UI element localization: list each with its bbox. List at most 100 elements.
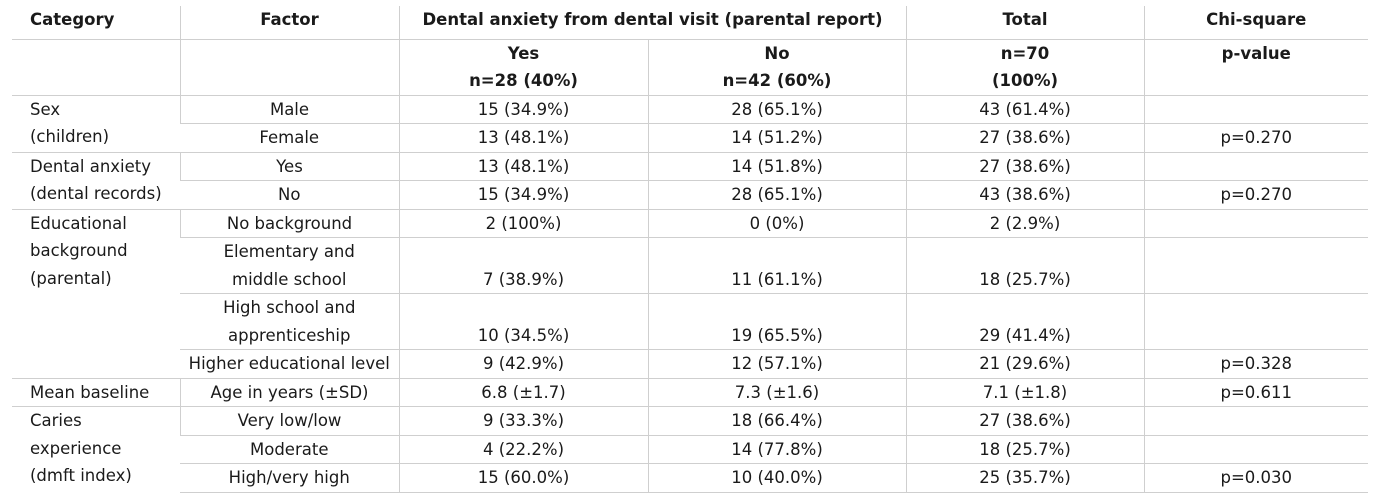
category-dental-anxiety-line2: (dental records): [30, 184, 162, 203]
p-value-cell: [1143, 151, 1368, 181]
p-value-cell: [1143, 208, 1368, 238]
category-caries: Caries experience (dmft index): [12, 406, 180, 492]
factor-cell: High school and apprenticeship: [180, 293, 399, 350]
category-education-line3: (parental): [30, 268, 112, 288]
table-row-sex-female: Female 13 (48.1%) 14 (51.2%) 27 (38.6%) …: [12, 123, 1368, 152]
dental-anxiety-table: Category Factor Dental anxiety from dent…: [12, 6, 1368, 493]
yes-cell: 13 (48.1%): [398, 151, 648, 181]
header-blank-factor: [179, 38, 399, 95]
header-total-percent: (100%): [991, 71, 1059, 90]
p-value-cell: [1143, 434, 1368, 464]
category-baseline: Mean baseline: [12, 377, 180, 407]
yes-cell: 6.8 (±1.7): [398, 377, 648, 407]
no-cell: 18 (66.4%): [647, 406, 906, 435]
p-value-cell: [1143, 406, 1368, 435]
total-cell: 18 (25.7%): [905, 434, 1144, 464]
category-dental-anxiety: Dental anxiety (dental records): [12, 151, 180, 209]
table-row-edu-none: Educational background (parental) No bac…: [12, 208, 1368, 378]
category-sex: Sex (children): [12, 94, 180, 152]
no-cell: 12 (57.1%): [647, 349, 906, 378]
yes-cell: 13 (48.1%): [398, 123, 648, 152]
factor-cell: Yes: [179, 151, 399, 181]
factor-line1: Elementary and: [223, 242, 355, 261]
p-value-cell: [1143, 237, 1368, 294]
category-education: Educational background (parental): [12, 208, 180, 378]
yes-cell: 2 (100%): [398, 208, 648, 238]
p-value-cell: [1143, 94, 1368, 124]
table-row-anxiety-no: No 15 (34.9%) 28 (65.1%) 43 (38.6%) p=0.…: [12, 180, 1368, 209]
total-cell: 27 (38.6%): [905, 406, 1144, 435]
factor-cell: Very low/low: [179, 406, 399, 435]
header-yes-label: Yes: [507, 43, 540, 63]
total-cell: 43 (61.4%): [905, 94, 1144, 124]
header-group: Dental anxiety from dental visit (parent…: [398, 6, 906, 39]
table-row-sex-male: Sex (children) Male 15 (34.9%) 28 (65.1%…: [12, 94, 1368, 152]
factor-line2: middle school: [232, 269, 347, 289]
table-row-edu-high-school: High school and apprenticeship 10 (34.5%…: [12, 293, 1368, 350]
p-value-cell: p=0.270: [1143, 123, 1368, 152]
category-sex-line1: Sex: [30, 99, 61, 119]
total-cell: 27 (38.6%): [905, 151, 1144, 181]
p-value-cell: [1143, 293, 1368, 350]
yes-cell: 15 (60.0%): [398, 463, 648, 493]
factor-cell: Higher educational level: [180, 349, 399, 378]
header-factor: Factor: [179, 6, 399, 39]
p-value-cell: p=0.611: [1143, 377, 1368, 407]
p-value-cell: p=0.270: [1143, 180, 1368, 209]
header-total-count: n=70: [1000, 43, 1050, 63]
table-row-edu-higher: Higher educational level 9 (42.9%) 12 (5…: [12, 349, 1368, 378]
total-cell: 25 (35.7%): [905, 463, 1144, 493]
yes-cell: 15 (34.9%): [398, 180, 648, 209]
total-cell: 21 (29.6%): [905, 349, 1144, 378]
no-cell: 19 (65.5%): [647, 293, 906, 350]
table-row-caries-low: Caries experience (dmft index) Very low/…: [12, 406, 1368, 492]
table-row-anxiety-yes: Dental anxiety (dental records) Yes 13 (…: [12, 151, 1368, 209]
header-p-value: p-value: [1143, 38, 1368, 95]
factor-cell: Male: [179, 94, 399, 124]
header-total: Total: [905, 6, 1144, 39]
table-row-caries-moderate: Moderate 4 (22.2%) 14 (77.8%) 18 (25.7%): [12, 434, 1368, 464]
category-caries-line1: Caries experience: [30, 411, 122, 458]
header-blank-category: [12, 38, 180, 95]
table-row-baseline-age: Mean baseline Age in years (±SD) 6.8 (±1…: [12, 377, 1368, 407]
no-cell: 28 (65.1%): [647, 94, 906, 124]
no-cell: 7.3 (±1.6): [647, 377, 906, 407]
p-value-cell: p=0.328: [1143, 349, 1368, 378]
yes-cell: 7 (38.9%): [398, 237, 648, 294]
yes-cell: 15 (34.9%): [398, 94, 648, 124]
factor-line1: High school and: [223, 298, 356, 317]
total-cell: 2 (2.9%): [905, 208, 1144, 238]
factor-cell: Age in years (±SD): [179, 377, 399, 407]
no-cell: 10 (40.0%): [647, 463, 906, 493]
factor-cell: Moderate: [180, 434, 399, 464]
header-yes: Yes n=28 (40%): [398, 38, 648, 95]
header-no-n: n=42 (60%): [722, 71, 832, 90]
factor-cell: No background: [179, 208, 399, 238]
total-cell: 18 (25.7%): [905, 237, 1144, 294]
no-cell: 14 (77.8%): [647, 434, 906, 464]
p-value-cell: p=0.030: [1143, 463, 1368, 493]
total-cell: 7.1 (±1.8): [905, 377, 1144, 407]
factor-line2: apprenticeship: [228, 325, 351, 345]
yes-cell: 4 (22.2%): [398, 434, 648, 464]
header-category: Category: [30, 10, 115, 29]
category-caries-line2: (dmft index): [30, 466, 132, 485]
header-row-1: Category Factor Dental anxiety from dent…: [12, 6, 1368, 39]
header-row-2: Yes n=28 (40%) No n=42 (60%) n=70 (100%)…: [12, 38, 1368, 95]
header-no: No n=42 (60%): [647, 38, 906, 95]
header-chi-square: Chi-square: [1143, 6, 1368, 39]
header-no-label: No: [764, 43, 790, 63]
no-cell: 14 (51.2%): [647, 123, 906, 152]
category-dental-anxiety-line1: Dental anxiety: [30, 156, 152, 176]
total-cell: 29 (41.4%): [905, 293, 1144, 350]
factor-cell: Female: [180, 123, 399, 152]
no-cell: 14 (51.8%): [647, 151, 906, 181]
header-total-n: n=70 (100%): [905, 38, 1144, 95]
header-p-value-label: p-value: [1221, 43, 1291, 63]
category-education-line1: Educational: [30, 213, 127, 233]
no-cell: 0 (0%): [647, 208, 906, 238]
factor-cell: High/very high: [180, 463, 399, 493]
factor-cell: No: [180, 180, 399, 209]
total-cell: 43 (38.6%): [905, 180, 1144, 209]
yes-cell: 9 (42.9%): [398, 349, 648, 378]
